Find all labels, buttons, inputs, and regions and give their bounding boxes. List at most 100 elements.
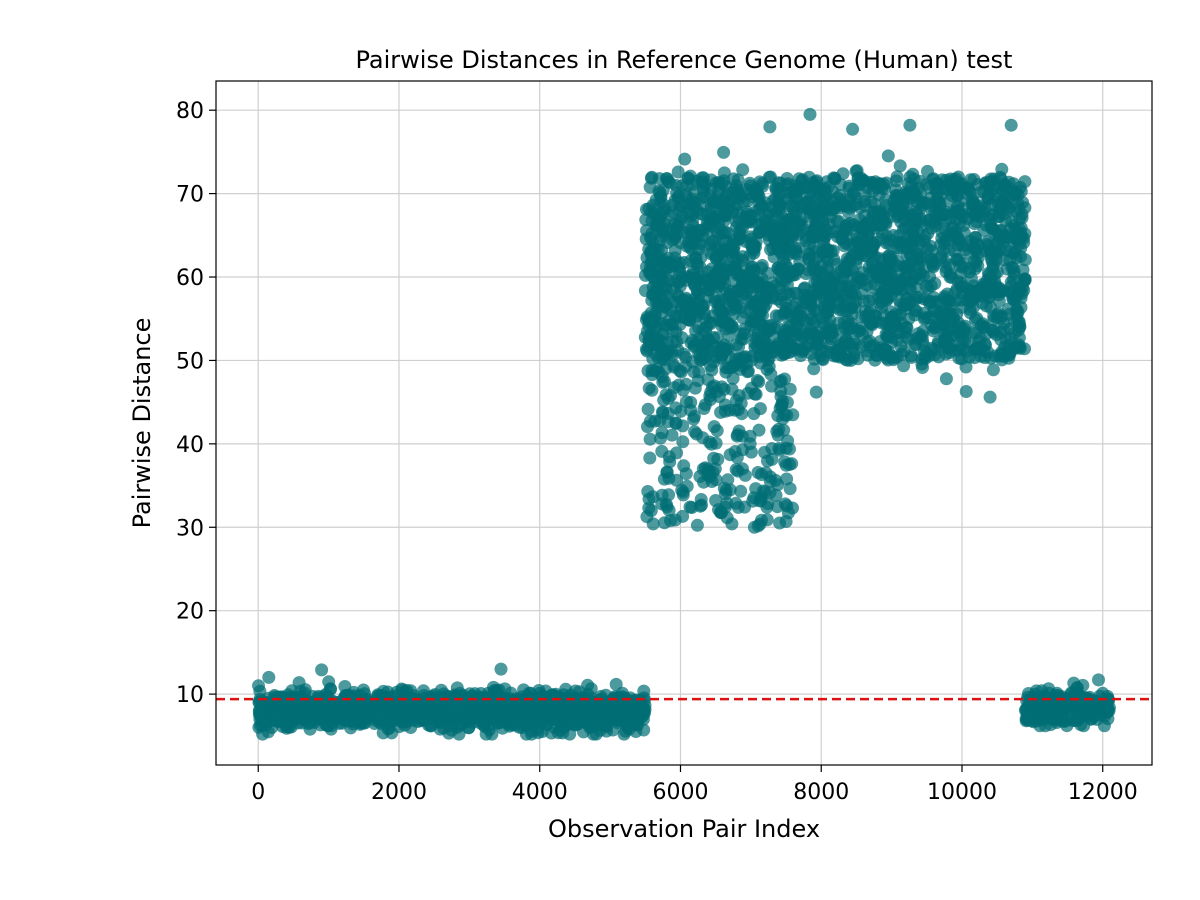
- data-point: [772, 309, 786, 323]
- data-point: [773, 443, 787, 457]
- data-point: [809, 385, 823, 399]
- data-point: [984, 277, 998, 291]
- data-point: [1018, 201, 1032, 215]
- x-tick-label: 12000: [1068, 780, 1138, 805]
- data-point: [862, 244, 876, 258]
- data-point: [820, 223, 833, 237]
- data-point: [817, 235, 831, 249]
- data-point: [563, 727, 577, 741]
- data-point: [804, 191, 818, 205]
- data-point: [745, 381, 758, 395]
- data-point: [715, 265, 729, 279]
- data-point: [680, 479, 694, 493]
- data-point: [1007, 265, 1021, 279]
- data-point: [705, 363, 719, 377]
- data-point: [759, 466, 773, 480]
- data-point: [754, 356, 768, 370]
- y-tick-label: 80: [176, 99, 204, 124]
- y-tick-label: 70: [176, 183, 204, 208]
- data-point: [751, 327, 765, 341]
- data-point: [709, 209, 723, 223]
- y-tick-label: 60: [176, 266, 204, 291]
- data-point: [677, 459, 691, 473]
- data-point: [654, 343, 668, 357]
- data-point: [441, 689, 455, 703]
- data-point: [701, 462, 715, 476]
- data-point: [689, 251, 703, 265]
- data-point: [927, 324, 940, 338]
- data-point: [830, 215, 844, 229]
- data-point: [731, 268, 744, 282]
- data-point: [517, 683, 531, 697]
- data-point: [842, 238, 856, 252]
- data-point: [658, 516, 671, 530]
- data-point: [880, 330, 894, 344]
- data-point: [923, 239, 937, 253]
- data-point: [725, 189, 739, 203]
- data-point: [690, 227, 704, 241]
- data-point: [626, 710, 640, 724]
- data-point: [778, 497, 792, 511]
- data-point: [769, 488, 783, 502]
- data-point: [959, 360, 973, 374]
- data-point: [540, 702, 554, 716]
- data-point: [789, 328, 803, 342]
- data-point: [928, 217, 942, 230]
- data-point: [695, 171, 709, 185]
- data-point: [658, 299, 672, 313]
- data-point: [352, 710, 366, 724]
- data-point: [373, 708, 387, 722]
- data-point: [730, 429, 744, 443]
- data-point: [927, 302, 941, 316]
- data-point: [445, 723, 459, 737]
- data-point: [786, 230, 800, 244]
- data-point: [971, 251, 985, 265]
- data-point: [830, 257, 844, 271]
- data-point: [525, 724, 538, 738]
- data-point: [663, 455, 677, 469]
- data-point: [937, 237, 951, 251]
- data-point: [709, 251, 723, 264]
- data-point: [669, 416, 683, 430]
- data-point: [726, 245, 740, 258]
- data-point: [875, 225, 889, 239]
- data-point: [747, 246, 761, 260]
- data-point: [908, 217, 922, 231]
- data-point: [784, 265, 798, 279]
- data-point: [994, 242, 1008, 256]
- data-point: [885, 310, 898, 324]
- data-point: [680, 293, 694, 307]
- data-point: [898, 185, 912, 199]
- data-point: [806, 289, 820, 303]
- data-point: [669, 401, 683, 415]
- x-tick-label: 0: [251, 780, 265, 805]
- data-point: [807, 326, 821, 340]
- data-point: [826, 185, 840, 199]
- data-point: [763, 120, 777, 134]
- data-point: [790, 247, 803, 261]
- data-point: [916, 361, 929, 374]
- data-point: [962, 350, 976, 364]
- data-point: [842, 181, 856, 195]
- data-point: [714, 505, 727, 519]
- x-tick-label: 6000: [652, 780, 708, 805]
- data-point: [382, 717, 395, 730]
- data-point: [705, 262, 719, 276]
- data-point: [293, 684, 307, 698]
- data-point: [719, 487, 732, 501]
- data-point: [1101, 704, 1115, 718]
- data-point: [855, 310, 869, 324]
- data-point: [252, 679, 265, 693]
- data-point: [1015, 211, 1029, 225]
- data-point: [588, 702, 602, 716]
- data-point: [898, 298, 912, 312]
- data-point: [779, 296, 792, 310]
- data-point: [759, 339, 773, 353]
- data-point: [779, 458, 793, 472]
- data-point: [656, 406, 670, 420]
- data-point: [881, 149, 895, 163]
- data-point: [824, 280, 838, 294]
- data-point: [769, 181, 783, 195]
- x-tick-label: 4000: [512, 780, 568, 805]
- data-point: [881, 286, 895, 300]
